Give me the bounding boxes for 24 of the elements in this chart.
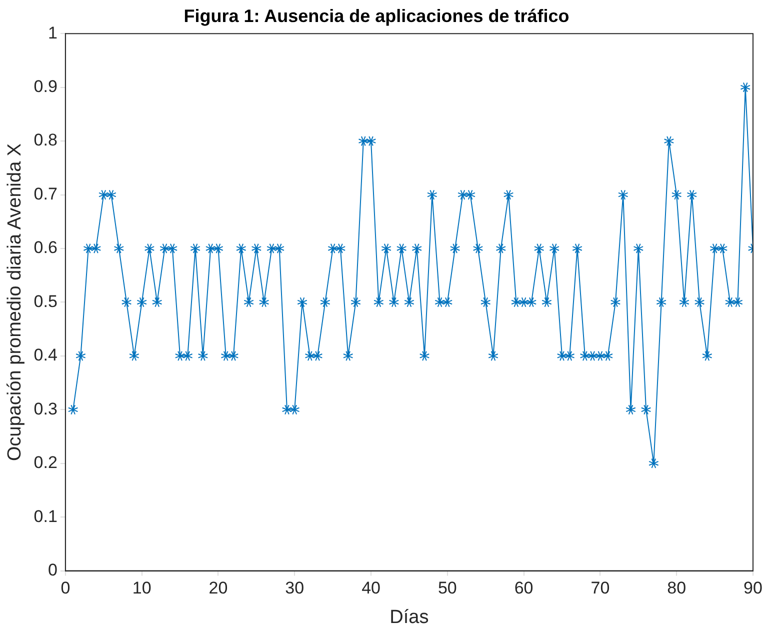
- x-tick-label: 70: [590, 578, 610, 598]
- x-tick-label: 10: [132, 578, 152, 598]
- y-tick-label: 0.7: [34, 184, 58, 204]
- x-tick-label: 90: [744, 578, 762, 598]
- x-tick-label: 60: [514, 578, 534, 598]
- x-tick-label: 80: [667, 578, 686, 598]
- y-tick-label: 0.8: [34, 130, 58, 150]
- y-tick-label: 0.3: [34, 399, 58, 418]
- y-tick-label: 0: [48, 560, 58, 580]
- y-tick-label: 0.4: [34, 346, 58, 365]
- chart-title: Figura 1: Ausencia de aplicaciones de tráfico: [184, 6, 570, 26]
- y-tick-label: 1: [48, 23, 58, 42]
- x-tick-label: 50: [438, 578, 457, 598]
- x-axis-title: Días: [390, 606, 429, 628]
- y-axis-title: Ocupación promedio diaria Avenida X: [4, 143, 26, 461]
- x-tick-label: 30: [285, 578, 304, 598]
- y-tick-label: 0.5: [34, 292, 58, 311]
- y-tick-label: 0.9: [34, 77, 58, 96]
- y-tick-label: 0.2: [34, 453, 58, 472]
- x-tick-label: 0: [60, 578, 70, 598]
- x-tick-label: 40: [362, 578, 380, 598]
- y-tick-label: 0.1: [34, 506, 58, 526]
- y-tick-label: 0.6: [34, 238, 58, 258]
- x-tick-label: 20: [208, 578, 228, 598]
